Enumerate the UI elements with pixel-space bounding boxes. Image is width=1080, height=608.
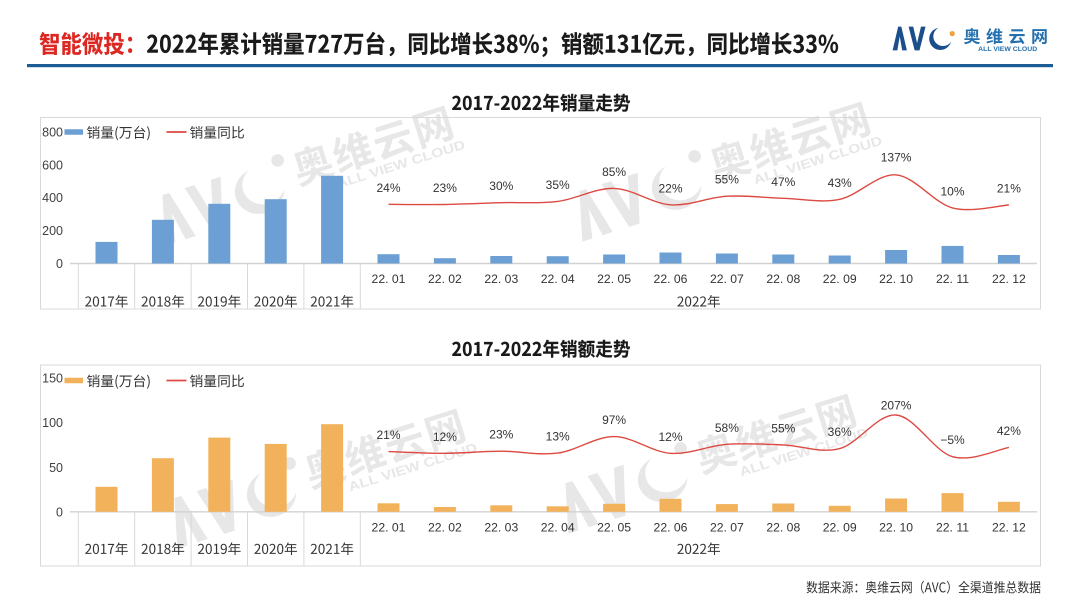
- svg-text:207%: 207%: [881, 399, 912, 413]
- svg-text:22. 08: 22. 08: [766, 272, 800, 286]
- svg-text:85%: 85%: [602, 165, 626, 179]
- svg-text:22. 01: 22. 01: [372, 272, 406, 286]
- svg-text:0: 0: [56, 257, 63, 271]
- svg-text:22. 05: 22. 05: [597, 272, 631, 286]
- svg-text:22. 02: 22. 02: [428, 521, 462, 535]
- svg-text:22. 05: 22. 05: [597, 521, 631, 535]
- svg-text:0: 0: [56, 505, 63, 519]
- svg-text:22. 02: 22. 02: [428, 272, 462, 286]
- svg-text:22. 12: 22. 12: [992, 521, 1026, 535]
- svg-text:55%: 55%: [771, 421, 795, 435]
- svg-text:58%: 58%: [715, 421, 739, 435]
- svg-text:10%: 10%: [940, 184, 964, 198]
- svg-text:22%: 22%: [658, 181, 682, 195]
- svg-text:36%: 36%: [828, 425, 852, 439]
- svg-text:600: 600: [42, 158, 63, 172]
- svg-text:23%: 23%: [433, 181, 457, 195]
- svg-text:400: 400: [42, 191, 63, 205]
- svg-text:22. 07: 22. 07: [710, 521, 744, 535]
- svg-text:100: 100: [42, 416, 63, 430]
- svg-text:22. 09: 22. 09: [823, 521, 857, 535]
- svg-text:22. 06: 22. 06: [654, 272, 688, 286]
- svg-text:12%: 12%: [433, 430, 457, 444]
- svg-text:23%: 23%: [489, 428, 513, 442]
- svg-text:137%: 137%: [881, 150, 912, 164]
- svg-text:22. 04: 22. 04: [541, 521, 575, 535]
- svg-text:22. 12: 22. 12: [992, 272, 1026, 286]
- svg-text:150: 150: [42, 372, 63, 386]
- svg-text:22. 03: 22. 03: [484, 272, 518, 286]
- svg-text:22. 01: 22. 01: [372, 521, 406, 535]
- svg-text:200: 200: [42, 224, 63, 238]
- svg-text:22. 11: 22. 11: [936, 521, 969, 535]
- svg-text:22. 08: 22. 08: [766, 521, 800, 535]
- svg-text:800: 800: [42, 125, 63, 139]
- svg-text:22. 10: 22. 10: [879, 272, 913, 286]
- svg-text:30%: 30%: [489, 179, 513, 193]
- svg-text:47%: 47%: [771, 175, 795, 189]
- svg-text:21%: 21%: [997, 182, 1021, 196]
- svg-text:13%: 13%: [546, 430, 570, 444]
- svg-text:22. 04: 22. 04: [541, 272, 575, 286]
- svg-text:22. 03: 22. 03: [484, 521, 518, 535]
- svg-text:22. 10: 22. 10: [879, 521, 913, 535]
- svg-text:43%: 43%: [828, 176, 852, 190]
- svg-text:22. 11: 22. 11: [936, 272, 969, 286]
- svg-text:21%: 21%: [376, 428, 400, 442]
- svg-text:−5%: −5%: [940, 433, 965, 447]
- svg-text:55%: 55%: [715, 173, 739, 187]
- svg-text:22. 07: 22. 07: [710, 272, 744, 286]
- svg-text:50: 50: [49, 461, 63, 475]
- svg-text:24%: 24%: [376, 181, 400, 195]
- svg-text:97%: 97%: [602, 413, 626, 427]
- svg-text:42%: 42%: [997, 424, 1021, 438]
- svg-text:12%: 12%: [658, 430, 682, 444]
- svg-text:ALL VIEW CLOUD: ALL VIEW CLOUD: [978, 46, 1038, 53]
- svg-text:35%: 35%: [546, 178, 570, 192]
- svg-text:22. 09: 22. 09: [823, 272, 857, 286]
- svg-text:22. 06: 22. 06: [654, 521, 688, 535]
